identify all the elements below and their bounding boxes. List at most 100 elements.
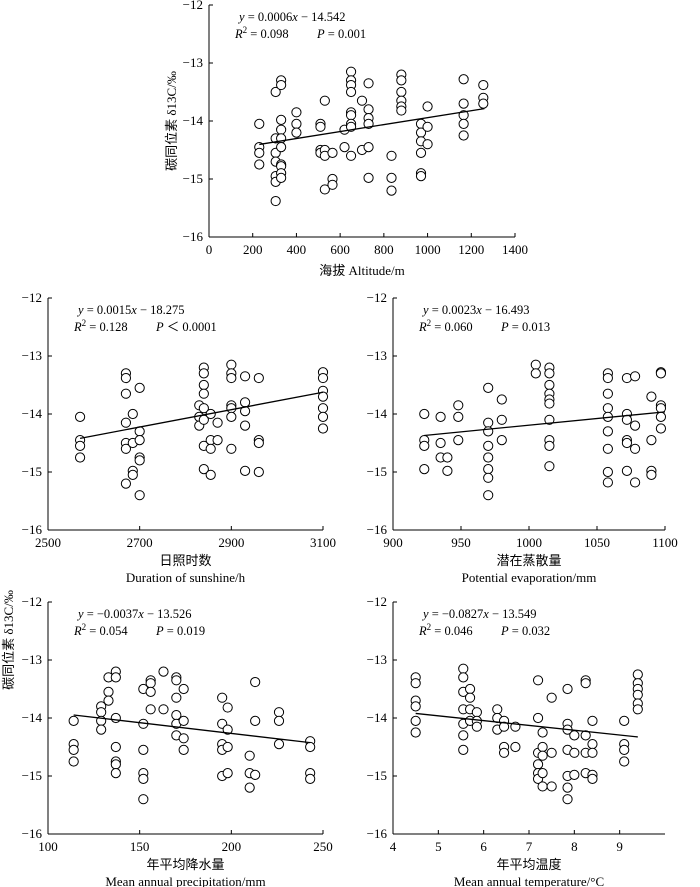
x-tick-label: 1100 bbox=[652, 535, 678, 550]
data-point bbox=[621, 372, 633, 384]
x-axis-label-en: Duration of sunshine/h bbox=[126, 570, 246, 585]
data-point bbox=[537, 727, 548, 738]
data-point bbox=[619, 715, 630, 727]
data-point bbox=[483, 490, 494, 501]
x-tick-label: 1050 bbox=[584, 535, 610, 550]
data-point bbox=[386, 185, 397, 196]
data-point bbox=[478, 79, 489, 91]
p-value-label: P = 0.019 bbox=[155, 624, 205, 638]
data-point bbox=[569, 747, 580, 758]
data-point bbox=[74, 452, 86, 463]
data-point bbox=[544, 398, 555, 409]
x-tick-label: 150 bbox=[130, 839, 150, 854]
data-point bbox=[356, 95, 368, 106]
data-point bbox=[458, 730, 469, 741]
x-tick-label: 6 bbox=[480, 839, 487, 854]
chart-precipitation: −16 −15 −14 −13 −12 100 150 200 250 年平均降水量 Mean an… bbox=[22, 594, 333, 887]
data-point bbox=[276, 114, 287, 125]
data-point bbox=[478, 98, 489, 109]
x-tick-label: 600 bbox=[330, 242, 350, 257]
data-point bbox=[270, 195, 281, 207]
trend-line bbox=[424, 411, 666, 437]
data-point bbox=[655, 423, 667, 434]
data-point bbox=[198, 464, 209, 475]
data-point bbox=[291, 118, 302, 130]
data-point bbox=[464, 692, 476, 703]
data-point bbox=[134, 382, 145, 393]
data-point bbox=[410, 727, 421, 738]
data-point bbox=[171, 675, 182, 686]
data-point bbox=[254, 118, 265, 130]
data-point bbox=[632, 704, 643, 715]
data-point bbox=[458, 744, 469, 756]
data-point bbox=[291, 107, 302, 118]
data-point bbox=[317, 411, 329, 422]
data-point bbox=[453, 411, 464, 422]
y-tick-label: −13 bbox=[367, 652, 387, 667]
data-point bbox=[537, 781, 548, 792]
data-point bbox=[562, 782, 573, 793]
x-tick-label: 200 bbox=[222, 839, 242, 854]
data-point bbox=[198, 368, 209, 379]
y-tick-label: −16 bbox=[22, 826, 43, 841]
r-squared-label: R2 = 0.046 bbox=[418, 622, 473, 638]
data-point bbox=[569, 730, 580, 741]
regression-equation: y = 0.0023x − 16.493 bbox=[421, 303, 530, 317]
y-axis-label: 碳同位素 δ13C/‰ bbox=[164, 71, 179, 171]
x-tick-label: 1000 bbox=[516, 535, 542, 550]
r-squared-label: R2 = 0.054 bbox=[73, 622, 128, 638]
data-point bbox=[602, 466, 613, 478]
data-point bbox=[273, 715, 285, 727]
data-point bbox=[178, 744, 189, 756]
p-value-label: P = 0.032 bbox=[500, 624, 550, 638]
y-tick-label: −16 bbox=[183, 229, 204, 244]
data-point bbox=[68, 744, 79, 756]
y-tick-label: −12 bbox=[22, 594, 42, 609]
data-point bbox=[419, 440, 430, 451]
data-point bbox=[458, 672, 469, 683]
data-point bbox=[458, 74, 469, 85]
data-point bbox=[483, 440, 494, 451]
data-point bbox=[483, 382, 494, 393]
data-point bbox=[68, 756, 79, 767]
data-point bbox=[178, 733, 189, 744]
y-tick-label: −15 bbox=[22, 768, 42, 783]
data-point bbox=[270, 86, 281, 98]
data-point bbox=[276, 142, 287, 153]
x-tick-label: 1000 bbox=[415, 242, 441, 257]
data-point bbox=[655, 411, 667, 422]
data-point bbox=[198, 379, 209, 391]
data-point bbox=[587, 747, 598, 758]
data-point bbox=[345, 66, 357, 77]
data-point bbox=[544, 379, 555, 391]
data-point bbox=[580, 678, 591, 689]
data-point bbox=[212, 417, 223, 428]
data-point bbox=[276, 124, 287, 135]
y-tick-label: −14 bbox=[367, 406, 388, 421]
data-point bbox=[110, 712, 121, 724]
data-point bbox=[305, 773, 316, 785]
data-point bbox=[621, 414, 633, 425]
data-point bbox=[212, 435, 223, 446]
data-point bbox=[250, 769, 261, 780]
data-point bbox=[546, 747, 557, 758]
data-point bbox=[120, 372, 132, 384]
data-point bbox=[363, 172, 374, 183]
data-point bbox=[415, 171, 427, 182]
data-point bbox=[178, 715, 189, 727]
data-point bbox=[198, 388, 209, 399]
data-point bbox=[120, 478, 132, 489]
data-point bbox=[145, 704, 156, 715]
regression-equation: y = 0.0006x − 14.542 bbox=[237, 10, 346, 24]
data-point bbox=[158, 666, 169, 677]
data-point bbox=[103, 695, 114, 706]
data-point bbox=[317, 403, 329, 414]
data-point bbox=[239, 420, 251, 431]
data-point bbox=[110, 672, 121, 683]
y-tick-label: −14 bbox=[22, 710, 43, 725]
data-point bbox=[530, 368, 541, 379]
data-point bbox=[458, 118, 469, 130]
data-point bbox=[205, 443, 216, 454]
data-point bbox=[544, 461, 555, 472]
